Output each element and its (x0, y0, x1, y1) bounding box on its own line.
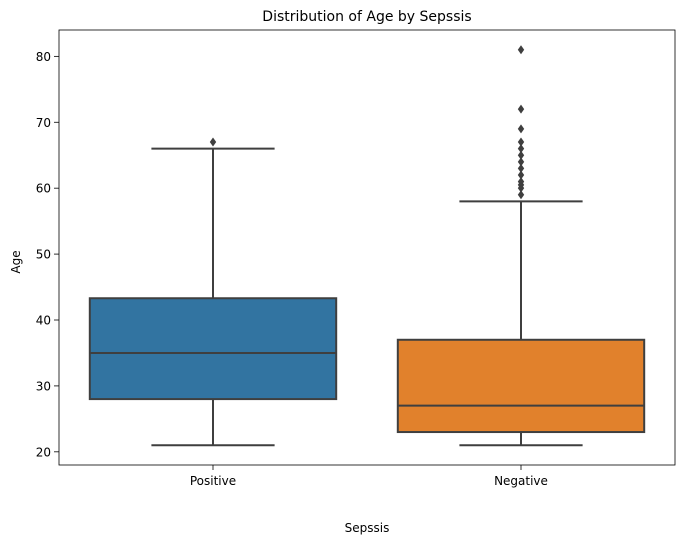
iqr-box (88, 297, 338, 401)
outlier-point (517, 170, 525, 180)
outlier-point (517, 150, 525, 160)
y-tick-label: 20 (36, 445, 51, 459)
y-tick-label: 70 (36, 116, 51, 130)
outlier-point (517, 177, 525, 187)
outlier-point (517, 163, 525, 173)
plot-area (58, 29, 676, 466)
box-positive (88, 137, 338, 447)
y-tick-label: 80 (36, 50, 51, 64)
y-tick-label: 60 (36, 182, 51, 196)
iqr-box (396, 338, 646, 434)
x-axis: Positive Negative (190, 465, 548, 488)
outlier-point (517, 137, 525, 147)
x-tick-label: Positive (190, 474, 236, 488)
outlier-point (517, 45, 525, 55)
outlier-point (517, 124, 525, 134)
x-tick-label: Negative (494, 474, 548, 488)
chart-title: Distribution of Age by Sepssis (262, 9, 471, 25)
y-axis-label: Age (9, 250, 23, 273)
y-tick-label: 40 (36, 314, 51, 328)
outlier-point (517, 157, 525, 167)
y-tick-label: 30 (36, 379, 51, 393)
outlier-point (517, 190, 525, 200)
outlier-point (517, 144, 525, 154)
y-tick-label: 50 (36, 248, 51, 262)
outlier-point (517, 104, 525, 114)
box-negative (396, 45, 646, 447)
x-axis-label: Sepssis (345, 521, 390, 535)
boxes (88, 45, 646, 447)
outlier-point (209, 137, 217, 147)
y-axis: 20 30 40 50 60 70 80 (36, 50, 59, 459)
